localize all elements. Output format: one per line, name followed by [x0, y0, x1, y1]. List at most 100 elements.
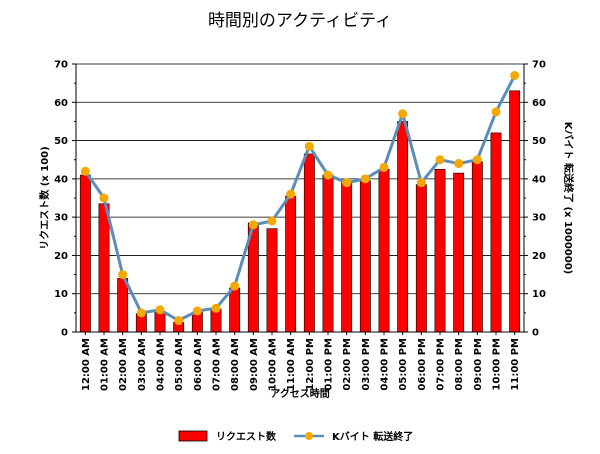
left-tick-label: 10: [54, 289, 68, 300]
x-tick-label: 03:00 AM: [137, 338, 148, 391]
line-point: [248, 220, 258, 230]
line-point: [435, 155, 445, 165]
legend-swatch-marker: [305, 432, 313, 440]
x-tick-label: 05:00 PM: [398, 338, 409, 391]
line-point: [342, 178, 352, 188]
bar: [471, 161, 483, 333]
x-tick-label: 09:00 PM: [473, 338, 484, 391]
bar: [79, 174, 91, 333]
legend-label-requests: リクエスト数: [216, 430, 277, 443]
x-tick-label: 03:00 PM: [361, 338, 372, 391]
bar: [378, 168, 390, 333]
x-tick-label: 11:00 PM: [510, 338, 521, 391]
bar: [266, 228, 278, 333]
right-tick-label: 30: [532, 213, 546, 224]
line-point: [304, 141, 314, 151]
x-tick-label: 12:00 PM: [305, 338, 316, 391]
x-tick-label: 10:00 AM: [268, 338, 279, 391]
line-point: [398, 109, 408, 119]
bar: [303, 153, 315, 333]
line-point: [211, 303, 221, 313]
line-point: [286, 189, 296, 199]
left-axis-ticks: 0 10 20 30 40 50 60 70: [54, 60, 76, 339]
right-tick-label: 20: [532, 251, 546, 262]
line-series: [80, 70, 520, 326]
bar: [229, 287, 241, 333]
x-tick-label: 04:00 PM: [380, 338, 391, 391]
legend: リクエスト数 Kバイト 転送終了: [178, 430, 413, 443]
bar-series: [79, 90, 521, 333]
x-axis-ticks: 12:00 AM 01:00 AM 02:00 AM 03:00 AM 04:00 AM…: [81, 332, 521, 391]
right-tick-label: 0: [532, 328, 539, 339]
bar: [359, 180, 371, 333]
x-tick-label: 11:00 AM: [286, 338, 297, 391]
right-tick-label: 10: [532, 289, 546, 300]
x-tick-label: 06:00 PM: [417, 338, 428, 391]
x-tick-label: 02:00 PM: [342, 338, 353, 391]
x-tick-label: 04:00 AM: [156, 338, 167, 391]
line-point: [230, 281, 240, 291]
bar: [322, 174, 334, 333]
x-tick-label: 01:00 AM: [100, 338, 111, 391]
x-tick-label: 07:00 PM: [436, 338, 447, 391]
bar: [509, 90, 521, 333]
series-line: [84, 74, 517, 323]
x-tick-label: 05:00 AM: [174, 338, 185, 391]
x-tick-label: 09:00 AM: [249, 338, 260, 391]
bar: [453, 172, 465, 333]
left-tick-label: 20: [54, 251, 68, 262]
bar: [434, 168, 446, 333]
right-axis-ticks: 0 10 20 30 40 50 60 70: [524, 60, 546, 339]
right-tick-label: 70: [532, 60, 546, 71]
line-point: [454, 159, 464, 169]
line-point: [155, 305, 165, 315]
right-tick-label: 40: [532, 174, 546, 185]
line-point: [379, 162, 389, 172]
line-point: [491, 107, 501, 117]
line-point: [118, 270, 128, 280]
bar: [98, 203, 110, 333]
left-tick-label: 30: [54, 213, 68, 224]
y-axis-right-label: Kバイト 転送終了 (x 1000000): [562, 122, 575, 275]
x-tick-label: 10:00 PM: [492, 338, 503, 391]
line-point: [472, 155, 482, 165]
left-tick-label: 70: [54, 60, 68, 71]
legend-swatch-requests: [178, 430, 208, 442]
bar: [117, 278, 129, 333]
y-axis-left-label: リクエスト数 (x 100): [38, 146, 51, 249]
x-tick-label: 01:00 PM: [324, 338, 335, 391]
x-axis-label: アクセス時間: [270, 387, 330, 400]
line-point: [267, 216, 277, 226]
x-tick-label: 02:00 AM: [118, 338, 129, 391]
line-point: [99, 193, 109, 203]
bar: [397, 121, 409, 333]
bar: [490, 132, 502, 333]
line-point: [510, 70, 520, 80]
x-tick-label: 12:00 AM: [81, 338, 92, 391]
legend-label-kbytes: Kバイト 転送終了: [332, 430, 413, 443]
line-point: [192, 306, 202, 316]
left-tick-label: 50: [54, 136, 68, 147]
x-tick-label: 06:00 AM: [193, 338, 204, 391]
line-point: [136, 308, 146, 318]
bar: [154, 311, 166, 333]
left-tick-label: 0: [61, 328, 68, 339]
right-tick-label: 60: [532, 98, 546, 109]
gridlines: [76, 63, 524, 295]
line-point: [360, 174, 370, 184]
line-point: [174, 316, 184, 326]
x-tick-label: 08:00 AM: [230, 338, 241, 391]
x-tick-label: 08:00 PM: [454, 338, 465, 391]
bar: [285, 195, 297, 333]
left-tick-label: 60: [54, 98, 68, 109]
line-point: [416, 178, 426, 188]
line-point: [80, 166, 90, 176]
bar: [341, 182, 353, 333]
left-tick-label: 40: [54, 174, 68, 185]
right-tick-label: 50: [532, 136, 546, 147]
x-tick-label: 07:00 AM: [212, 338, 223, 391]
bar: [415, 184, 427, 333]
line-point: [323, 170, 333, 180]
